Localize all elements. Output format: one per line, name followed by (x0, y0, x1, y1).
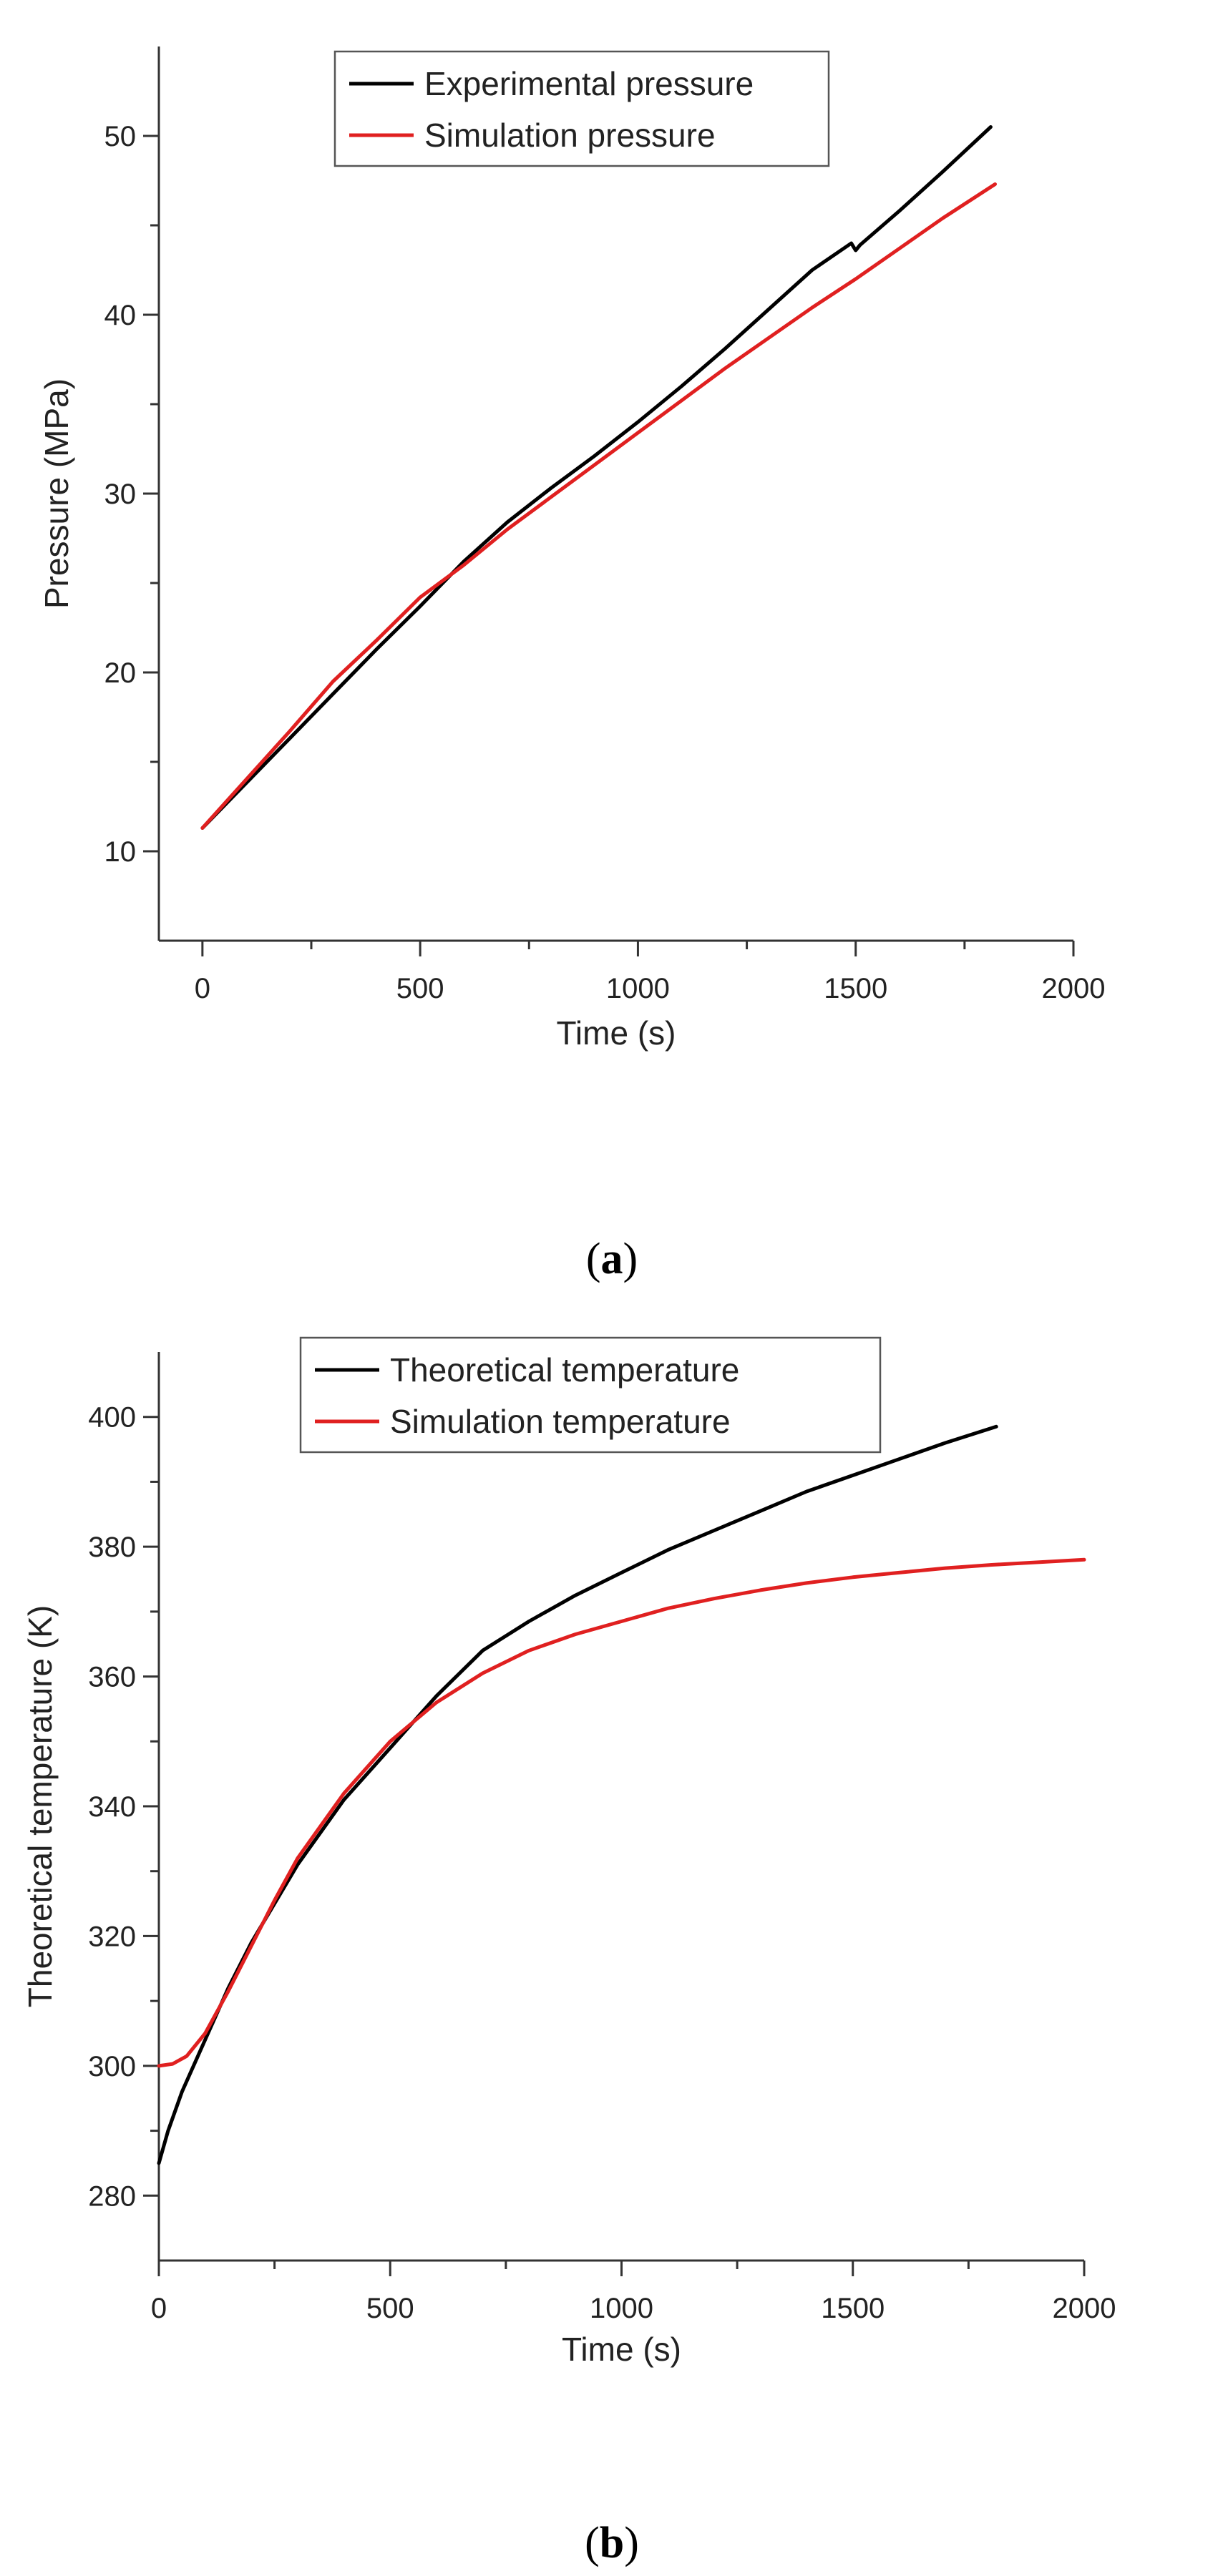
series-line-primary (157, 1424, 998, 2165)
y-tick-label: 40 (104, 300, 137, 331)
caption-b: (b) (585, 2519, 639, 2567)
legend-box (299, 1336, 882, 1454)
chart-panel-b: 0 500 1000 1500 2000 280 300 320 340 360 380 400 Tim… (21, 1336, 1116, 2368)
series-line-secondary (157, 1557, 1086, 2068)
legend-label: Simulation pressure (424, 117, 716, 154)
x-tick-label: 1500 (824, 973, 887, 1004)
y-tick-label: 300 (88, 2051, 136, 2082)
y-axis-label: Theoretical temperature (K) (21, 1605, 59, 2007)
y-tick-label: 20 (104, 657, 137, 689)
y-axis-label: Pressure (MPa) (38, 378, 75, 609)
x-tick-label: 1000 (590, 2293, 653, 2324)
y-tick-label: 340 (88, 1791, 136, 1823)
y-tick-label: 380 (88, 1532, 136, 1563)
x-tick-label: 0 (195, 973, 210, 1004)
y-tick-label: 320 (88, 1921, 136, 1952)
series-line-primary (200, 125, 993, 830)
legend-box (333, 50, 830, 167)
x-tick-label: 2000 (1042, 973, 1106, 1004)
x-axis-label: Time (s) (562, 2331, 681, 2368)
legend-label: Simulation temperature (390, 1403, 731, 1440)
series-line-secondary (200, 182, 997, 830)
caption-b-letter: b (600, 2519, 624, 2567)
chart-panel-a: 0 500 1000 1500 2000 10 20 30 40 50 Time (s) Pressu… (38, 46, 1105, 1052)
y-tick-label: 360 (88, 1662, 136, 1693)
y-tick-label: 50 (104, 121, 137, 152)
legend-label: Theoretical temperature (390, 1351, 739, 1389)
x-tick-label: 0 (151, 2293, 167, 2324)
x-tick-label: 1000 (606, 973, 670, 1004)
caption-a: (a) (586, 1235, 638, 1283)
x-axis-label: Time (s) (557, 1014, 676, 1052)
y-tick-label: 400 (88, 1402, 136, 1434)
y-tick-label: 30 (104, 479, 137, 510)
y-tick-label: 10 (104, 836, 137, 868)
legend-label: Experimental pressure (424, 65, 754, 102)
x-tick-label: 500 (396, 973, 444, 1004)
caption-a-letter: a (601, 1235, 623, 1283)
x-tick-label: 2000 (1053, 2293, 1116, 2324)
x-tick-label: 500 (366, 2293, 414, 2324)
y-tick-label: 280 (88, 2180, 136, 2212)
x-tick-label: 1500 (821, 2293, 885, 2324)
